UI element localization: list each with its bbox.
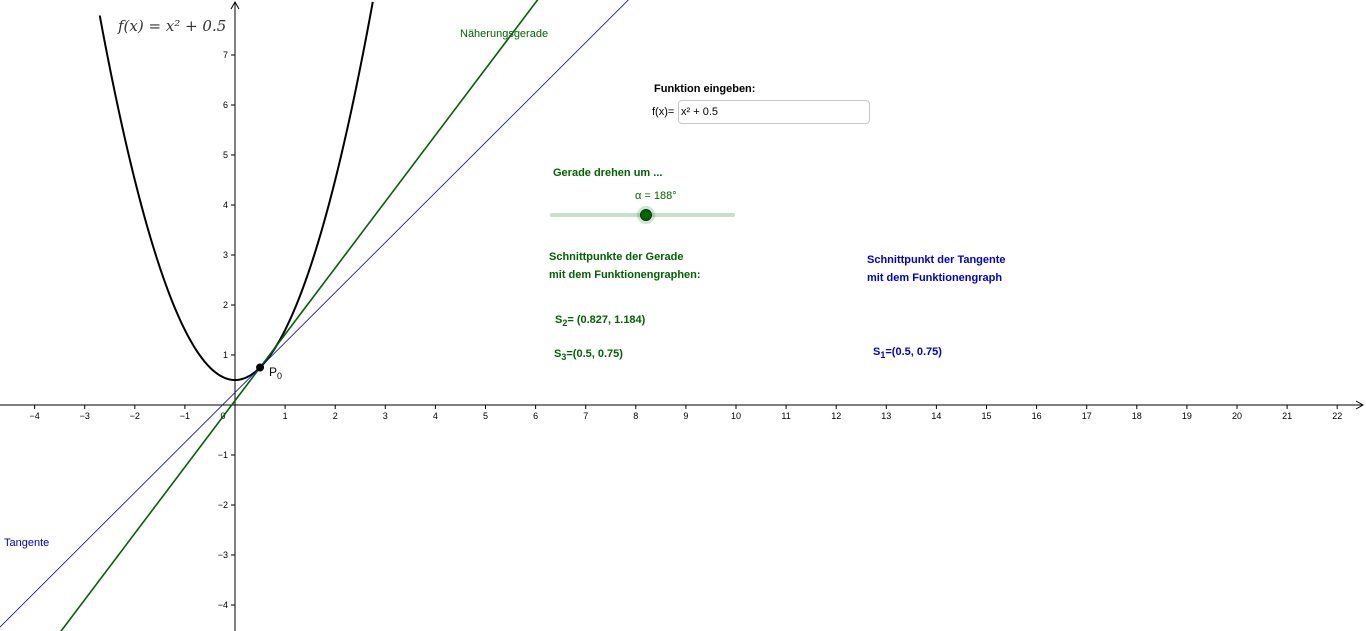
x-tick-label: 7 xyxy=(583,411,588,421)
function-formula-label: f(x) = x² + 0.5 xyxy=(118,17,226,35)
x-tick-label: 12 xyxy=(831,411,841,421)
y-tick-label: −2 xyxy=(218,500,228,510)
angle-slider-knob[interactable] xyxy=(640,209,652,221)
secant-line[interactable] xyxy=(57,0,545,631)
point-p0[interactable] xyxy=(256,363,265,372)
s2-name: S xyxy=(555,314,563,326)
x-tick-label: 17 xyxy=(1082,411,1092,421)
y-tick-label: 4 xyxy=(223,200,228,210)
y-tick-label: 1 xyxy=(223,350,228,360)
secant-info-heading-1: Schnittpunkte der Gerade xyxy=(549,251,684,263)
x-tick-label: 8 xyxy=(633,411,638,421)
input-prefix: f(x)= xyxy=(652,106,675,118)
s3-sub: 3 xyxy=(561,352,567,362)
slider-heading: Gerade drehen um ... xyxy=(553,167,663,179)
x-tick-label: 2 xyxy=(333,411,338,421)
x-tick-label: −2 xyxy=(130,411,140,421)
tangent-info-heading-1: Schnittpunkt der Tangente xyxy=(867,254,1006,266)
secant-info-heading-2: mit dem Funktionengraphen: xyxy=(549,269,701,281)
s2-sub: 2 xyxy=(562,318,568,328)
axis-ticks: −4−3−2−101234567891011121314151617181920… xyxy=(29,50,1342,610)
y-tick-label: 2 xyxy=(223,300,228,310)
x-tick-label: 1 xyxy=(283,411,288,421)
x-tick-label: 14 xyxy=(931,411,941,421)
tangent-info-heading-2: mit dem Funktionengraph xyxy=(867,272,1003,284)
x-tick-label: 10 xyxy=(731,411,741,421)
x-tick-label: −3 xyxy=(80,411,90,421)
x-tick-label: 11 xyxy=(781,411,790,421)
x-tick-label: 18 xyxy=(1132,411,1142,421)
y-axis-arrow xyxy=(230,0,240,10)
x-tick-label: 19 xyxy=(1182,411,1192,421)
y-tick-label: −3 xyxy=(218,550,228,560)
point-p0-sub: 0 xyxy=(277,371,283,381)
x-tick-label: 21 xyxy=(1282,411,1292,421)
x-tick-label: 3 xyxy=(383,411,388,421)
x-tick-label: 20 xyxy=(1232,411,1242,421)
s1-sub: 1 xyxy=(880,350,886,360)
x-tick-label: 4 xyxy=(433,411,438,421)
s3-name: S xyxy=(554,348,562,360)
s3-value: =(0.5, 0.75) xyxy=(566,348,623,360)
function-formula-text: f(x) = x² + 0.5 xyxy=(118,17,227,35)
x-tick-label: 9 xyxy=(683,411,688,421)
tangent-line-label: Tangente xyxy=(4,537,50,549)
x-tick-label: 6 xyxy=(533,411,538,421)
function-graph[interactable] xyxy=(98,1,374,382)
x-tick-label: 15 xyxy=(981,411,991,421)
x-tick-label: 16 xyxy=(1032,411,1042,421)
s1-label: S1=(0.5, 0.75) xyxy=(873,346,942,360)
x-tick-label: 22 xyxy=(1332,411,1342,421)
s1-value: =(0.5, 0.75) xyxy=(885,346,942,358)
s2-label: S2= (0.827, 1.184) xyxy=(555,314,645,328)
x-tick-label: 13 xyxy=(881,411,891,421)
x-tick-label: −4 xyxy=(29,411,39,421)
s1-name: S xyxy=(873,346,881,358)
x-tick-label: 5 xyxy=(483,411,488,421)
x-tick-label: −1 xyxy=(180,411,190,421)
y-tick-label: −1 xyxy=(218,450,228,460)
function-input-field[interactable] xyxy=(678,100,870,124)
input-heading: Funktion eingeben: xyxy=(654,83,756,95)
x-axis-arrow xyxy=(1355,400,1365,410)
s2-value: = (0.827, 1.184) xyxy=(567,314,646,326)
point-p0-label: P0 xyxy=(269,365,282,381)
slider-value-label: α = 188° xyxy=(635,190,677,202)
y-tick-label: 7 xyxy=(223,50,228,60)
point-p0-name: P xyxy=(269,365,278,379)
secant-line-label: Näherungsgerade xyxy=(460,28,549,40)
s3-label: S3=(0.5, 0.75) xyxy=(554,348,623,362)
y-tick-label: 6 xyxy=(223,100,228,110)
tangent-line[interactable] xyxy=(0,0,636,628)
y-tick-label: 3 xyxy=(223,250,228,260)
y-tick-label: −4 xyxy=(218,600,228,610)
y-tick-label: 5 xyxy=(223,150,228,160)
